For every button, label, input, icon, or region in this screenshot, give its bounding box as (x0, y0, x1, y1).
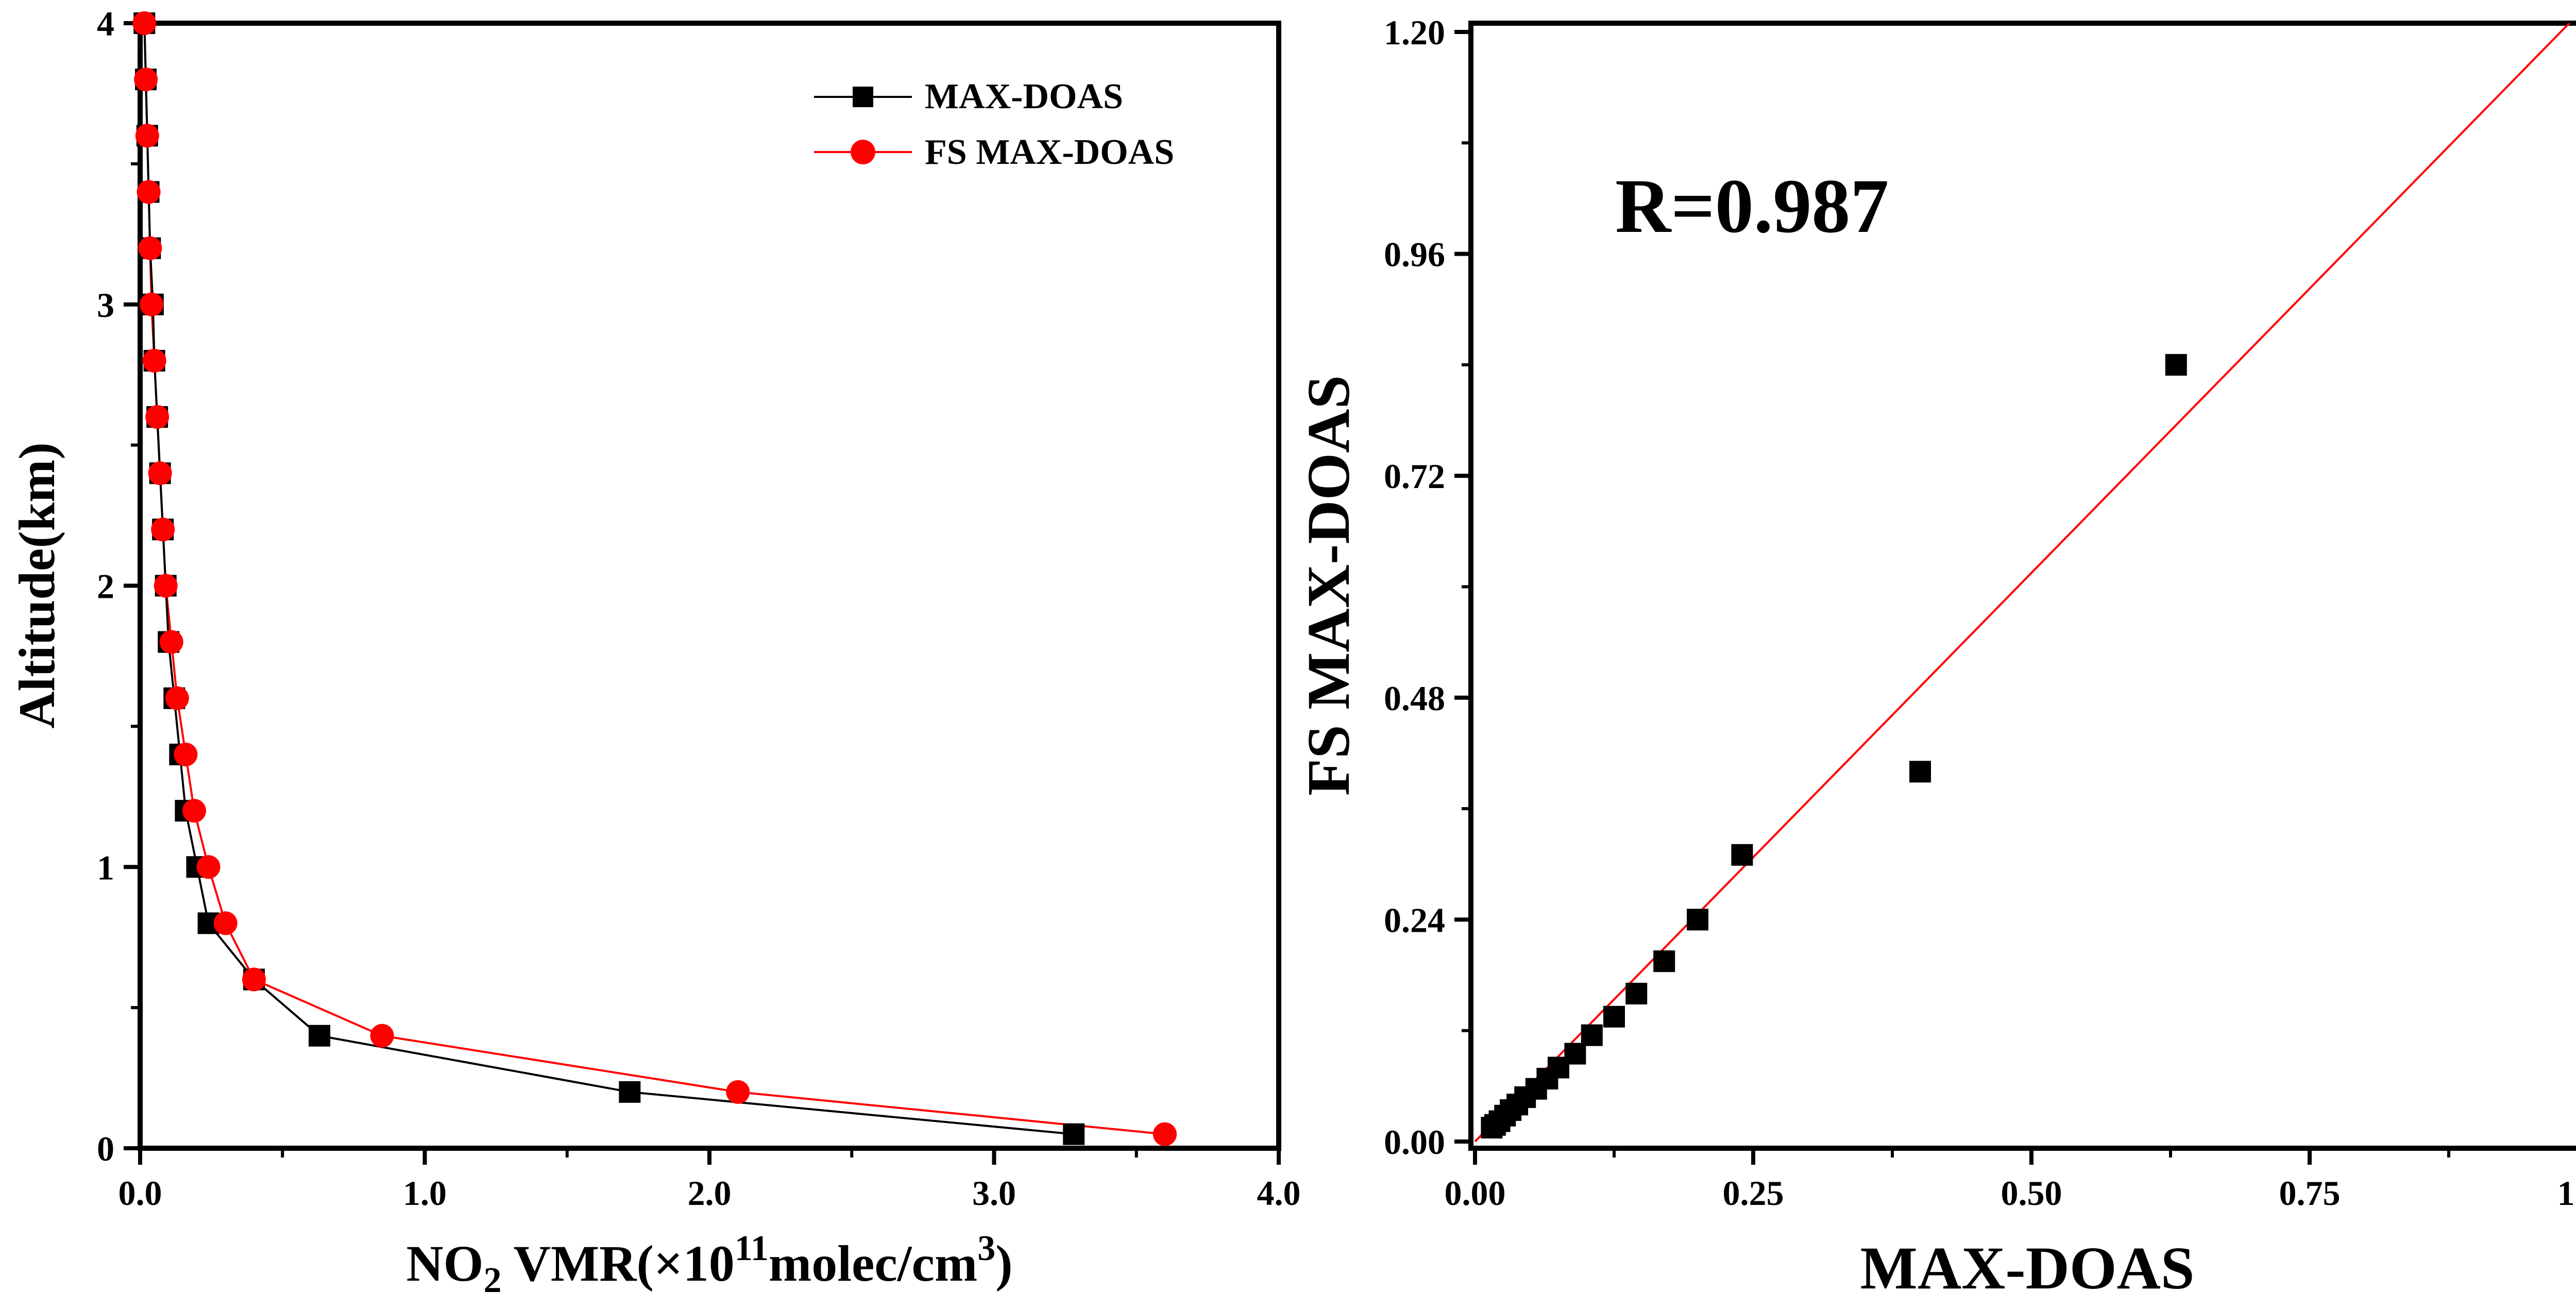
left-x-tick-label: 3.0 (972, 1173, 1016, 1213)
left-x-tick-label: 4.0 (1257, 1173, 1301, 1213)
scatter-point (1625, 982, 1648, 1004)
left-series (132, 11, 1177, 1146)
scatter-point (1581, 1024, 1603, 1046)
left-y-tick-label: 0 (97, 1129, 114, 1168)
point-fs-max-doas (154, 574, 178, 598)
right-x-tick-label: 0.50 (2001, 1173, 2062, 1213)
right-x-tick-label: 0.00 (1445, 1173, 1506, 1213)
left-x-tick-label: 0.0 (118, 1173, 162, 1213)
scatter-point (1653, 950, 1675, 972)
left-chart-panel: 0.0 1.0 2.0 3.0 4.0 0 1 2 3 4 MAX-DOAS FS MAX-DOA… (8, 4, 1301, 1300)
left-ticks: 0.0 1.0 2.0 3.0 4.0 0 1 2 3 4 (97, 4, 1301, 1213)
point-fs-max-doas (726, 1080, 750, 1104)
point-fs-max-doas (196, 855, 221, 879)
point-fs-max-doas (1153, 1122, 1177, 1146)
scatter-point (1603, 1005, 1625, 1028)
point-fs-max-doas (151, 517, 175, 542)
left-y-axis-title: Altitude(km) (8, 442, 65, 729)
point-fs-max-doas (182, 799, 206, 823)
scatter-point (1687, 909, 1708, 931)
point-fs-max-doas (132, 11, 157, 35)
legend: MAX-DOAS FS MAX-DOAS (814, 77, 1174, 172)
point-fs-max-doas (145, 405, 170, 429)
series-line-max-doas (143, 23, 1074, 1135)
scatter-point (2165, 354, 2187, 376)
legend-marker-max-doas (853, 87, 873, 107)
scatter-point (1909, 761, 1931, 783)
right-ticks: 0.00 0.25 0.50 0.75 1.00 0.00 0.24 0.48 0.72 0.96… (1384, 13, 2576, 1213)
legend-label-max-doas: MAX-DOAS (925, 77, 1123, 116)
point-fs-max-doas (242, 967, 266, 992)
left-y-tick-label: 4 (97, 4, 114, 43)
right-y-tick-label: 0.48 (1384, 679, 1445, 718)
left-y-tick-label: 1 (97, 848, 114, 887)
right-y-tick-label: 0.24 (1384, 900, 1445, 940)
point-fs-max-doas (135, 124, 159, 148)
point-fs-max-doas (213, 911, 238, 935)
right-y-tick-label: 0.72 (1384, 457, 1445, 496)
point-fs-max-doas (137, 180, 161, 204)
right-x-tick-label: 0.75 (2279, 1173, 2341, 1213)
series-line-fs-max-doas (143, 23, 1165, 1135)
right-x-axis-title: MAX-DOAS (1860, 1234, 2195, 1302)
point-fs-max-doas (138, 236, 162, 260)
point-max-doas (309, 1025, 331, 1047)
point-fs-max-doas (370, 1024, 394, 1048)
correlation-annotation: R=0.987 (1615, 163, 1889, 249)
legend-label-fs-max-doas: FS MAX-DOAS (925, 132, 1174, 172)
right-x-tick-label: 1.00 (2557, 1173, 2576, 1213)
right-y-tick-label: 1.20 (1384, 13, 1445, 52)
left-y-tick-label: 2 (97, 567, 114, 606)
point-max-doas (1063, 1123, 1085, 1145)
left-x-axis-title: NO2 VMR(×1011molec/cm3) (406, 1229, 1012, 1300)
point-fs-max-doas (174, 742, 198, 766)
point-fs-max-doas (140, 292, 164, 316)
left-x-tick-label: 2.0 (688, 1173, 732, 1213)
right-x-tick-label: 0.25 (1723, 1173, 1784, 1213)
right-series (1474, 23, 2571, 1143)
left-plot-frame (138, 21, 1281, 1151)
scatter-point (1731, 844, 1753, 866)
right-chart-panel: 0.00 0.25 0.50 0.75 1.00 0.00 0.24 0.48 0.72 0.96… (1295, 13, 2576, 1302)
right-y-tick-label: 0.96 (1384, 235, 1445, 274)
point-fs-max-doas (134, 68, 158, 92)
point-fs-max-doas (148, 461, 172, 485)
point-fs-max-doas (142, 348, 166, 373)
point-fs-max-doas (165, 686, 189, 710)
scatter-point (1481, 1117, 1503, 1139)
left-y-tick-label: 3 (97, 286, 114, 325)
left-x-tick-label: 1.0 (403, 1173, 447, 1213)
right-y-axis-title: FS MAX-DOAS (1295, 375, 1362, 796)
point-fs-max-doas (159, 630, 183, 654)
right-y-tick-label: 0.00 (1384, 1122, 1445, 1162)
point-max-doas (619, 1081, 641, 1103)
legend-marker-fs-max-doas (851, 140, 875, 164)
